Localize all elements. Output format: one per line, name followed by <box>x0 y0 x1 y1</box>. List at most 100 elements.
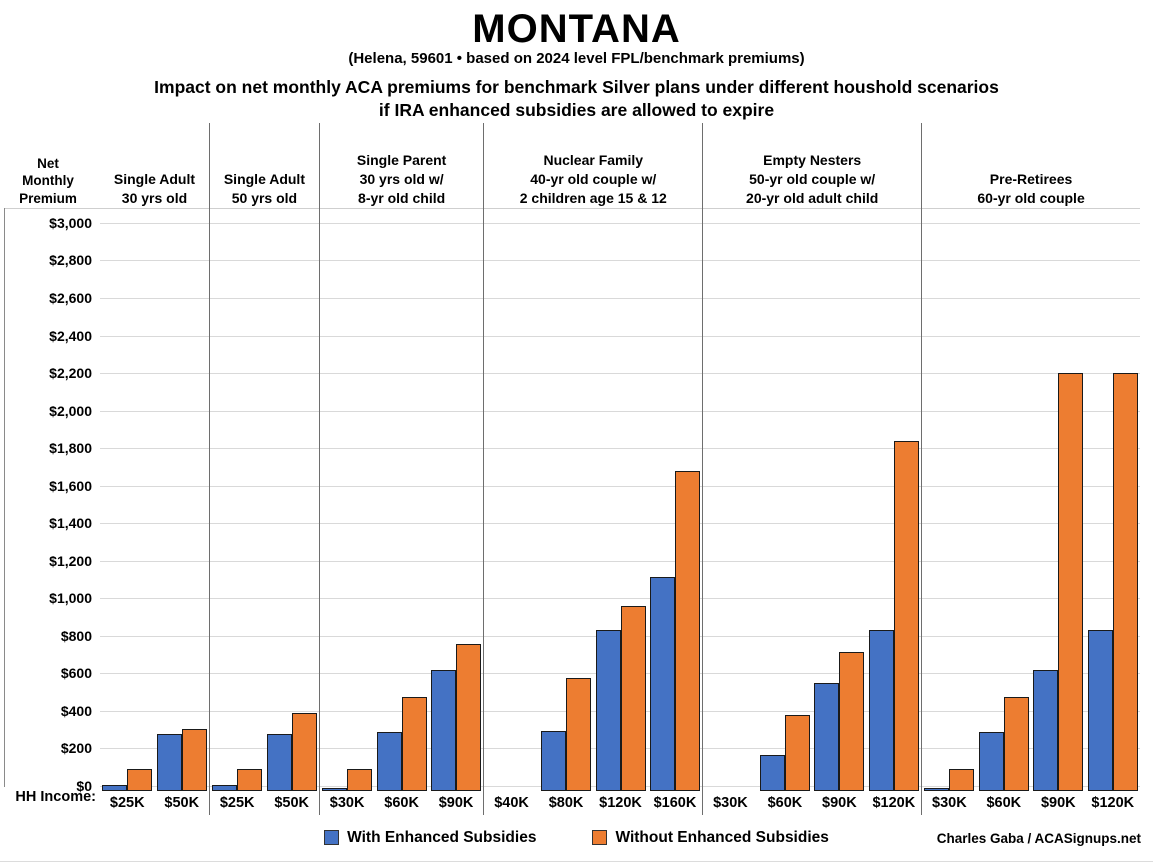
group-plot <box>210 213 319 791</box>
scenario-label-line: Single Parent <box>356 152 447 169</box>
y-tick-label: $400 <box>60 702 92 719</box>
hh-income-value: $120K <box>872 794 916 811</box>
income-slot <box>922 213 976 791</box>
bar-with-subsidies <box>156 733 182 791</box>
bar-without-subsidies <box>893 440 919 791</box>
bar-without-subsidies <box>237 769 263 791</box>
hh-income-value: $60K <box>767 794 803 811</box>
hh-income-value: $160K <box>653 794 697 811</box>
bar-with-subsidies <box>649 576 675 791</box>
hh-income-value: $50K <box>164 794 200 811</box>
income-slot <box>977 213 1031 791</box>
hh-income-value: $60K <box>384 794 419 811</box>
group-plot <box>320 213 483 791</box>
y-tick-label: $800 <box>60 627 92 644</box>
hh-income-value: $90K <box>438 794 474 811</box>
gridline <box>100 598 1140 600</box>
scenario-label: Single Adult 30 yrs old <box>100 123 209 213</box>
scenario-label: Empty Nesters 50-yr old couple w/20-yr ol… <box>703 123 921 213</box>
scenario-label-line: Nuclear Family <box>543 152 644 169</box>
legend-label-without: Without Enhanced Subsidies <box>615 828 829 846</box>
legend-item-without-subsidies: Without Enhanced Subsidies <box>592 828 829 847</box>
hh-income-value: $30K <box>329 794 365 811</box>
gridline <box>100 298 1140 300</box>
gridline <box>100 485 1140 487</box>
bar-without-subsidies <box>127 769 153 791</box>
bar-with-subsidies <box>759 755 785 791</box>
income-slot <box>1086 213 1140 791</box>
chart-subtitle: (Helena, 59601 • based on 2024 level FPL… <box>348 50 805 67</box>
hh-income-value: $50K <box>274 794 310 811</box>
y-axis-title-line: Monthly <box>22 173 74 189</box>
bar-with-subsidies <box>541 730 567 791</box>
legend-swatch-with-icon <box>324 830 340 846</box>
y-tick-label: $2,600 <box>49 290 92 307</box>
hh-income-label: HH Income: <box>15 788 96 805</box>
bar-without-subsidies <box>347 769 373 791</box>
y-tick-label: $2,400 <box>49 327 92 344</box>
legend-item-with-subsidies: With Enhanced Subsidies <box>324 829 536 847</box>
scenario-group: Nuclear Family 40-yr old couple w/2 child… <box>483 122 702 815</box>
chart-statement: Impact on net monthly ACA premiums for b… <box>0 76 1153 122</box>
income-slot <box>264 213 318 791</box>
bar-pair <box>156 728 207 791</box>
bar-pair <box>1033 373 1084 791</box>
bar-pair <box>759 714 810 791</box>
bar-pair <box>1087 373 1138 791</box>
income-slot <box>100 213 154 791</box>
credit-attribution: Charles Gaba / ACASignups.net <box>936 831 1141 846</box>
bar-without-subsidies <box>1058 373 1084 791</box>
bar-with-subsidies <box>102 785 128 791</box>
gridline <box>100 448 1140 450</box>
bar-with-subsidies <box>1033 669 1059 791</box>
income-slot <box>648 213 702 791</box>
bar-with-subsidies <box>868 630 894 791</box>
group-plot <box>703 213 921 791</box>
y-tick-label: $2,000 <box>49 402 92 419</box>
group-income-labels: $40K $80K $120K $160K <box>484 791 702 815</box>
hh-income-value: $40K <box>494 794 529 811</box>
chart-area: Net Monthly Premium $0 $200 $400 $600 $800 $1… <box>4 122 1140 815</box>
bar-with-subsidies <box>1087 630 1113 791</box>
y-tick-label: $1,800 <box>49 440 92 457</box>
y-axis-title-line: Premium <box>19 191 77 207</box>
scenario-group: Single Adult 30 yrs old $25K $50K <box>100 123 209 815</box>
bar-pair <box>978 696 1029 791</box>
income-slot <box>210 213 264 791</box>
bar-pair <box>376 696 427 791</box>
bar-pair <box>868 440 919 791</box>
income-slot <box>320 213 374 791</box>
gridline <box>100 222 1140 224</box>
y-axis-title: Net Monthly Premium <box>4 155 92 208</box>
hh-income-value: $80K <box>548 794 584 811</box>
bar-without-subsidies <box>620 605 646 791</box>
scenario-groups: Single Adult 30 yrs old $25K $50K Single Adu… <box>100 122 1140 815</box>
chart-main-title: MONTANA <box>472 7 681 51</box>
scenario-label-line: 50 yrs old <box>231 190 298 207</box>
income-slot <box>758 213 812 791</box>
scenario-label: Pre-Retirees 60-yr old couple <box>922 123 1140 213</box>
y-tick-label: $600 <box>60 665 92 682</box>
group-plot <box>100 213 209 791</box>
plot-left-border <box>4 207 5 787</box>
y-tick-label: $1,400 <box>49 515 92 532</box>
hh-income-value: $30K <box>713 794 748 811</box>
scenario-label-line: 2 children age 15 & 12 <box>519 190 667 207</box>
gridline <box>100 523 1140 525</box>
group-income-labels: $25K $50K <box>210 791 319 815</box>
gridline <box>100 410 1140 412</box>
hh-income-value: $90K <box>822 794 857 811</box>
scenario-group: Single Parent 30 yrs old w/8-yr old child… <box>318 122 483 815</box>
income-slot <box>703 213 757 791</box>
bar-without-subsidies <box>674 470 700 791</box>
scenario-label-line: 50-yr old couple w/ <box>749 171 876 188</box>
bar-pair <box>212 769 263 791</box>
gridline <box>100 560 1140 562</box>
scenario-label-line: 8-yr old child <box>358 190 446 207</box>
bar-with-subsidies <box>595 630 621 791</box>
scenario-label-line: Single Adult <box>223 171 305 188</box>
scenario-label-line: 60-yr old couple <box>977 190 1085 207</box>
scenario-label: Nuclear Family 40-yr old couple w/2 child… <box>484 123 702 213</box>
bar-pair <box>431 643 482 791</box>
scenario-label: Single Adult 50 yrs old <box>210 123 319 213</box>
